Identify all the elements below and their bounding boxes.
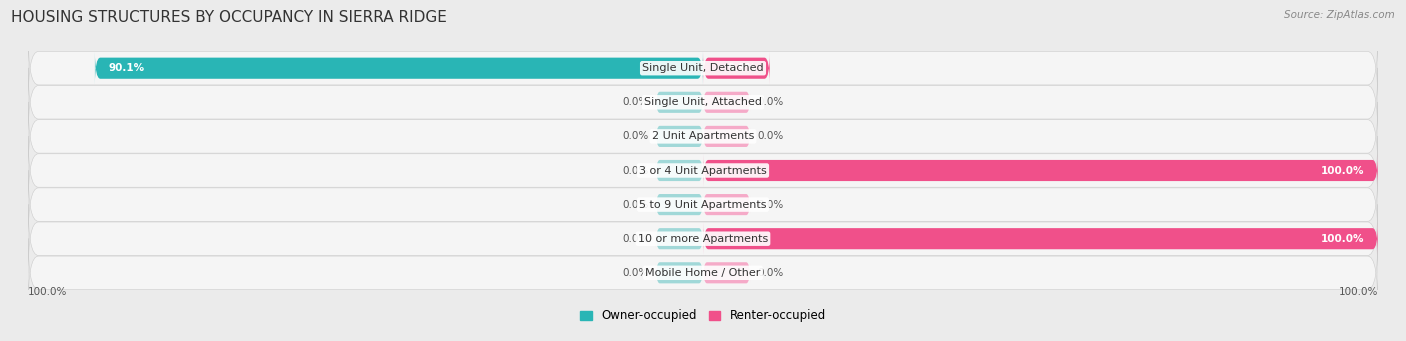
FancyBboxPatch shape	[28, 34, 1378, 103]
Text: 0.0%: 0.0%	[623, 234, 650, 244]
Text: Mobile Home / Other: Mobile Home / Other	[645, 268, 761, 278]
Legend: Owner-occupied, Renter-occupied: Owner-occupied, Renter-occupied	[575, 305, 831, 327]
FancyBboxPatch shape	[703, 262, 751, 283]
Text: 90.1%: 90.1%	[108, 63, 145, 73]
Text: Single Unit, Attached: Single Unit, Attached	[644, 97, 762, 107]
Text: 100.0%: 100.0%	[1320, 165, 1364, 176]
Text: 100.0%: 100.0%	[1339, 287, 1378, 297]
Text: 3 or 4 Unit Apartments: 3 or 4 Unit Apartments	[640, 165, 766, 176]
FancyBboxPatch shape	[655, 126, 703, 147]
Text: 0.0%: 0.0%	[756, 97, 783, 107]
Text: 0.0%: 0.0%	[623, 165, 650, 176]
FancyBboxPatch shape	[655, 228, 703, 249]
Text: Single Unit, Detached: Single Unit, Detached	[643, 63, 763, 73]
FancyBboxPatch shape	[655, 194, 703, 215]
Text: 0.0%: 0.0%	[623, 268, 650, 278]
Text: 0.0%: 0.0%	[623, 97, 650, 107]
FancyBboxPatch shape	[655, 160, 703, 181]
Text: HOUSING STRUCTURES BY OCCUPANCY IN SIERRA RIDGE: HOUSING STRUCTURES BY OCCUPANCY IN SIERR…	[11, 10, 447, 25]
FancyBboxPatch shape	[28, 102, 1378, 171]
FancyBboxPatch shape	[655, 92, 703, 113]
FancyBboxPatch shape	[703, 154, 1378, 187]
FancyBboxPatch shape	[28, 204, 1378, 273]
Text: 100.0%: 100.0%	[28, 287, 67, 297]
Text: 0.0%: 0.0%	[756, 131, 783, 142]
Text: 2 Unit Apartments: 2 Unit Apartments	[652, 131, 754, 142]
FancyBboxPatch shape	[96, 51, 703, 85]
Text: 9.9%: 9.9%	[727, 63, 756, 73]
FancyBboxPatch shape	[703, 222, 1378, 255]
Text: 0.0%: 0.0%	[756, 268, 783, 278]
Text: Source: ZipAtlas.com: Source: ZipAtlas.com	[1284, 10, 1395, 20]
Text: 0.0%: 0.0%	[623, 199, 650, 210]
Text: 100.0%: 100.0%	[1320, 234, 1364, 244]
Text: 0.0%: 0.0%	[623, 131, 650, 142]
FancyBboxPatch shape	[28, 136, 1378, 205]
FancyBboxPatch shape	[28, 238, 1378, 307]
FancyBboxPatch shape	[703, 126, 751, 147]
FancyBboxPatch shape	[703, 194, 751, 215]
Text: 10 or more Apartments: 10 or more Apartments	[638, 234, 768, 244]
FancyBboxPatch shape	[703, 51, 770, 85]
FancyBboxPatch shape	[28, 170, 1378, 239]
Text: 0.0%: 0.0%	[756, 199, 783, 210]
FancyBboxPatch shape	[703, 92, 751, 113]
Text: 5 to 9 Unit Apartments: 5 to 9 Unit Apartments	[640, 199, 766, 210]
FancyBboxPatch shape	[28, 68, 1378, 137]
FancyBboxPatch shape	[655, 262, 703, 283]
